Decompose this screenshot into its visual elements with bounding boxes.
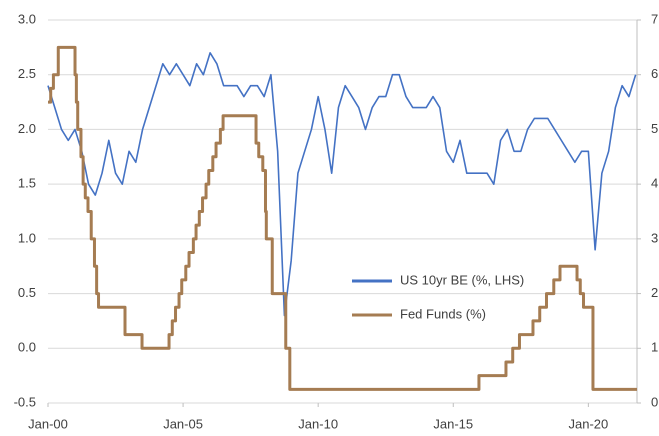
y-tick-label: 1.0 — [18, 230, 36, 245]
x-tick-label: Jan-00 — [28, 416, 68, 431]
y-tick-label: 2.0 — [18, 121, 36, 136]
y2-tick-label: 0 — [651, 394, 658, 409]
y-tick-label: 3.0 — [18, 11, 36, 26]
y-tick-label: -0.5 — [14, 394, 36, 409]
y2-tick-label: 7 — [651, 11, 658, 26]
y2-tick-label: 2 — [651, 285, 658, 300]
y-tick-label: 1.5 — [18, 176, 36, 191]
y2-tick-label: 6 — [651, 66, 658, 81]
legend-label: Fed Funds (%) — [400, 306, 486, 321]
y-tick-label: 0.0 — [18, 340, 36, 355]
x-tick-label: Jan-20 — [568, 416, 608, 431]
legend-label: US 10yr BE (%, LHS) — [400, 272, 524, 287]
y-tick-label: 2.5 — [18, 66, 36, 81]
x-tick-label: Jan-10 — [298, 416, 338, 431]
y2-tick-label: 4 — [651, 176, 658, 191]
series-line — [48, 45, 637, 391]
y2-tick-label: 1 — [651, 340, 658, 355]
y2-tick-label: 5 — [651, 121, 658, 136]
x-tick-label: Jan-15 — [433, 416, 473, 431]
series-line — [47, 52, 637, 317]
y2-tick-label: 3 — [651, 230, 658, 245]
x-tick-label: Jan-05 — [163, 416, 203, 431]
y-tick-label: 0.5 — [18, 285, 36, 300]
